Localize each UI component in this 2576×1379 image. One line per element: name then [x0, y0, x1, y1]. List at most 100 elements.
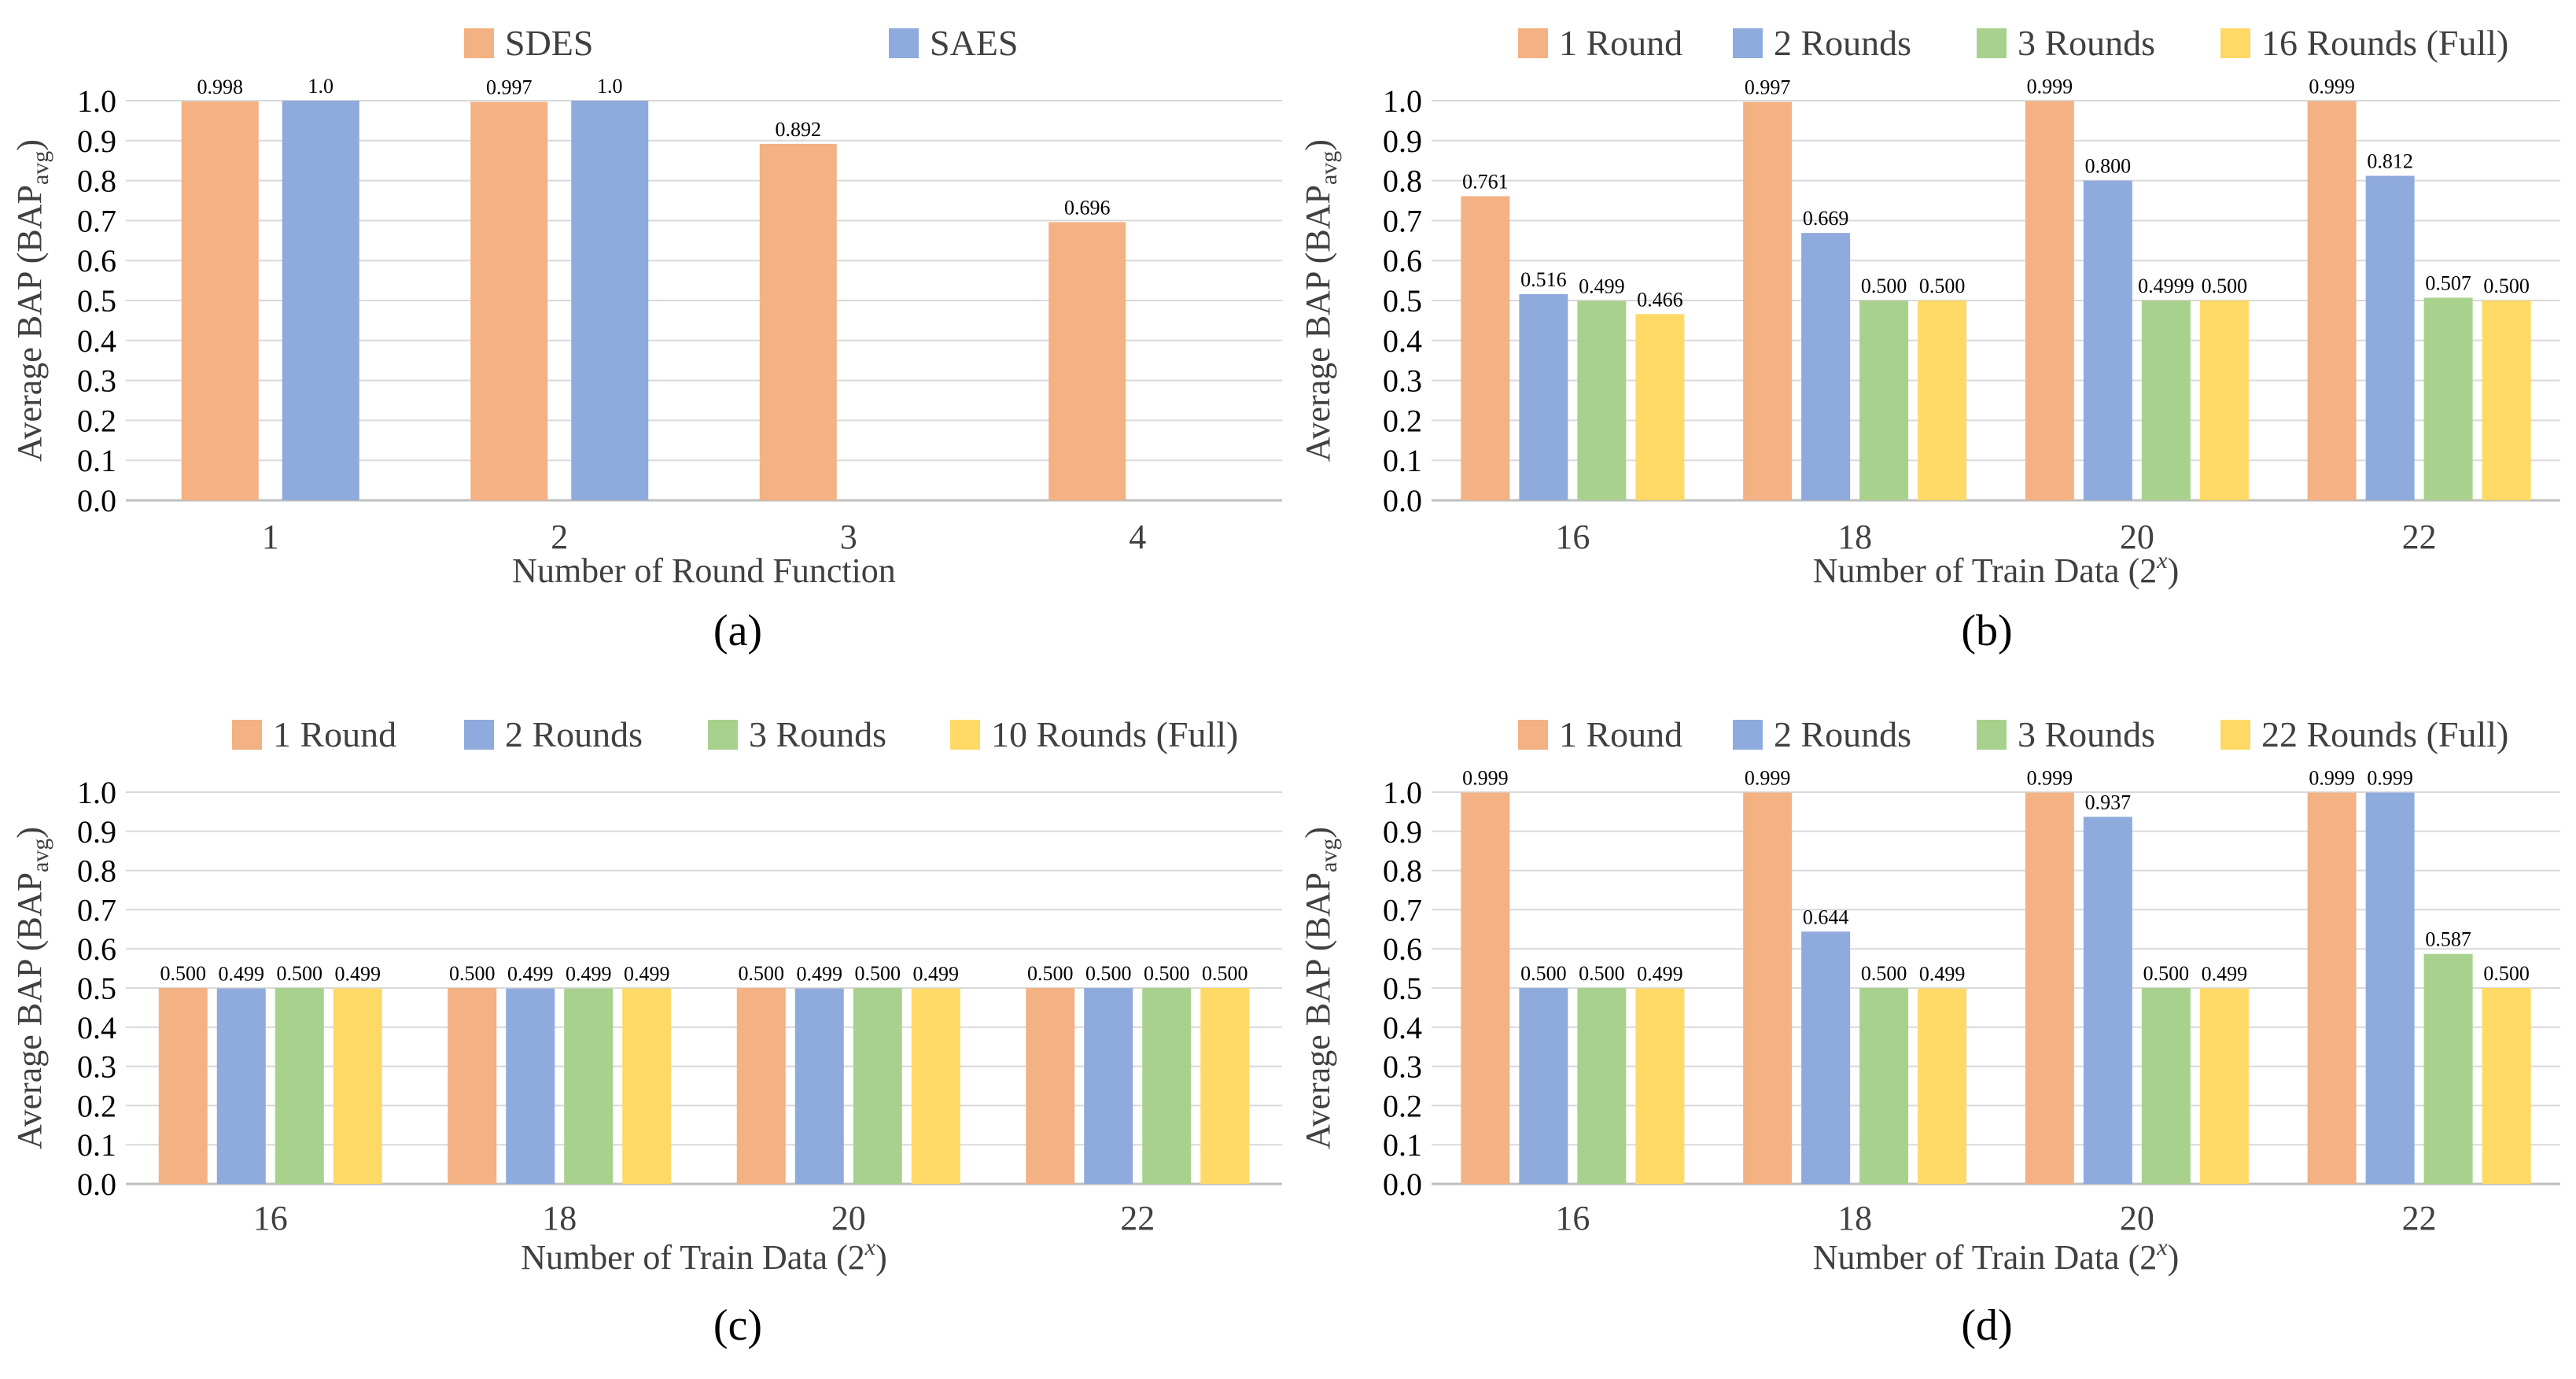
- bar-16-rounds-full-18: [1918, 301, 1967, 500]
- bar-saes-2: [571, 101, 649, 500]
- bar-2-rounds-20: [794, 988, 844, 1184]
- y-tick-label: 0.2: [1383, 1088, 1422, 1123]
- y-tick-label: 0.0: [77, 483, 116, 518]
- y-tick-label: 0.4: [1383, 1010, 1422, 1045]
- y-tick-label: 0.0: [77, 1167, 116, 1202]
- x-tick-label: 20: [2120, 518, 2154, 556]
- bar-value-label: 0.500: [1861, 962, 1907, 985]
- bar-2-rounds-16: [1519, 988, 1568, 1184]
- bar-value-label: 0.499: [1579, 275, 1625, 298]
- chart-panel-d: 0.0 0.1 0.20.3 0.4 0.5 0.6 0.70.8 0.9 1.0 0.999 0.…: [1299, 714, 2560, 1350]
- y-tick-label: 0.8: [77, 164, 116, 199]
- legend-entry: 1 Round: [273, 714, 396, 754]
- bar-2-rounds-22: [2365, 792, 2415, 1184]
- y-tick-label: 0.8: [77, 854, 116, 889]
- legend-swatch: [950, 720, 980, 750]
- bar-1-round-16: [1461, 196, 1510, 501]
- x-tick-label: 18: [1837, 518, 1872, 556]
- legend-swatch: [889, 28, 919, 58]
- bar-1-round-16: [1461, 792, 1510, 1184]
- bar-3-rounds-22: [2423, 953, 2473, 1184]
- bar-value-label: 0.499: [1919, 962, 1966, 985]
- y-tick-label: 0.6: [77, 243, 116, 278]
- bar-2-rounds-16: [1519, 293, 1568, 500]
- y-tick-label: 0.2: [1383, 403, 1422, 438]
- chart-panel-b: 0.0 0.1 0.2 0.3 0.4 0.5 0.6 0.7 0.8 0.9 1.0 0.761 0.…: [1299, 23, 2560, 655]
- legend-swatch: [232, 720, 262, 750]
- x-axis-label: Number of Train Data (2x): [521, 1234, 886, 1277]
- bar-value-label: 0.500: [449, 962, 496, 985]
- y-tick-label: 0.1: [1383, 443, 1422, 478]
- bar-16-rounds-full-22: [2482, 301, 2531, 500]
- bar-value-label: 0.516: [1520, 268, 1567, 291]
- bar-value-label: 0.696: [1064, 196, 1111, 219]
- bar-value-label: 0.499: [566, 962, 612, 985]
- bar-value-label: 0.999: [1745, 766, 1791, 789]
- bar-2-rounds-22: [2365, 175, 2415, 500]
- bar-sdes-2: [470, 101, 548, 501]
- y-tick-label: 0.3: [1383, 363, 1422, 399]
- y-tick-label: 0.6: [1383, 931, 1422, 967]
- bar-10-rounds-full-16: [333, 988, 382, 1184]
- bar-sdes-1: [181, 101, 259, 501]
- legend-entry: 2 Rounds: [505, 714, 643, 754]
- legend-entry: 3 Rounds: [2018, 23, 2155, 63]
- bar-value-label: 0.500: [1027, 962, 1074, 985]
- bar-value-label: 0.999: [2027, 766, 2073, 789]
- y-tick-label: 0.3: [1383, 1049, 1422, 1085]
- bar-value-label: 1.0: [597, 75, 623, 98]
- y-tick-label: 0.5: [1383, 971, 1422, 1006]
- bar-value-label: 0.812: [2367, 150, 2413, 173]
- y-tick-label: 0.4: [77, 323, 116, 359]
- y-tick-label: 0.0: [1383, 483, 1422, 518]
- bar-1-round-20: [736, 988, 786, 1184]
- y-tick-label: 0.8: [1383, 164, 1422, 199]
- bar-value-label: 0.500: [1144, 962, 1190, 985]
- bar-value-label: 0.500: [1861, 275, 1907, 297]
- bar-22-rounds-full-16: [1635, 988, 1685, 1184]
- legend-entry: 1 Round: [1559, 714, 1682, 754]
- legend-entry: 22 Rounds (Full): [2261, 714, 2508, 754]
- y-tick-label: 1.0: [77, 775, 116, 810]
- x-tick-label: 16: [1555, 1199, 1590, 1237]
- bar-16-rounds-full-20: [2199, 301, 2249, 500]
- y-tick-label: 1.0: [77, 83, 116, 119]
- bar-value-label: 0.999: [2309, 76, 2355, 98]
- bar-1-round-18: [1743, 792, 1793, 1184]
- panel-label: (c): [713, 1301, 762, 1350]
- y-tick-label: 0.6: [1383, 243, 1422, 278]
- y-tick-label: 0.7: [1383, 203, 1422, 238]
- x-tick-label: 1: [262, 518, 279, 556]
- y-tick-label: 0.3: [77, 1049, 116, 1085]
- bar-value-label: 0.499: [507, 962, 554, 985]
- bar-value-label: 0.499: [219, 962, 265, 985]
- bar-16-rounds-full-16: [1635, 314, 1685, 500]
- bar-1-round-18: [448, 988, 497, 1184]
- bar-value-label: 0.500: [1202, 962, 1248, 985]
- bar-value-label: 0.4999: [2138, 275, 2195, 297]
- bar-1-round-22: [2307, 792, 2357, 1184]
- bar-3-rounds-16: [275, 988, 324, 1184]
- bar-value-label: 0.997: [486, 76, 533, 99]
- bar-value-label: 0.507: [2425, 271, 2471, 294]
- bar-value-label: 0.937: [2085, 791, 2132, 813]
- bar-3-rounds-20: [2141, 988, 2191, 1184]
- y-tick-label: 0.9: [77, 124, 116, 159]
- bar-22-rounds-full-18: [1918, 988, 1967, 1184]
- bar-value-label: 0.499: [624, 962, 670, 985]
- bar-value-label: 0.499: [335, 962, 381, 985]
- bar-value-label: 0.500: [2202, 275, 2248, 297]
- bar-3-rounds-20: [853, 988, 902, 1184]
- bar-value-label: 0.499: [913, 962, 960, 985]
- x-axis-label: Number of Train Data (2x): [1813, 1234, 2179, 1277]
- x-axis-label: Number of Train Data (2x): [1813, 548, 2179, 590]
- legend-entry: 2 Rounds: [1774, 714, 1911, 754]
- legend-swatch: [1977, 28, 2007, 58]
- panel-label: (d): [1961, 1301, 2012, 1350]
- bar-value-label: 0.500: [739, 962, 785, 985]
- y-tick-label: 0.0: [1383, 1167, 1422, 1202]
- bar-value-label: 0.466: [1637, 288, 1683, 311]
- x-tick-label: 18: [542, 1199, 577, 1237]
- y-tick-label: 0.1: [77, 1127, 116, 1163]
